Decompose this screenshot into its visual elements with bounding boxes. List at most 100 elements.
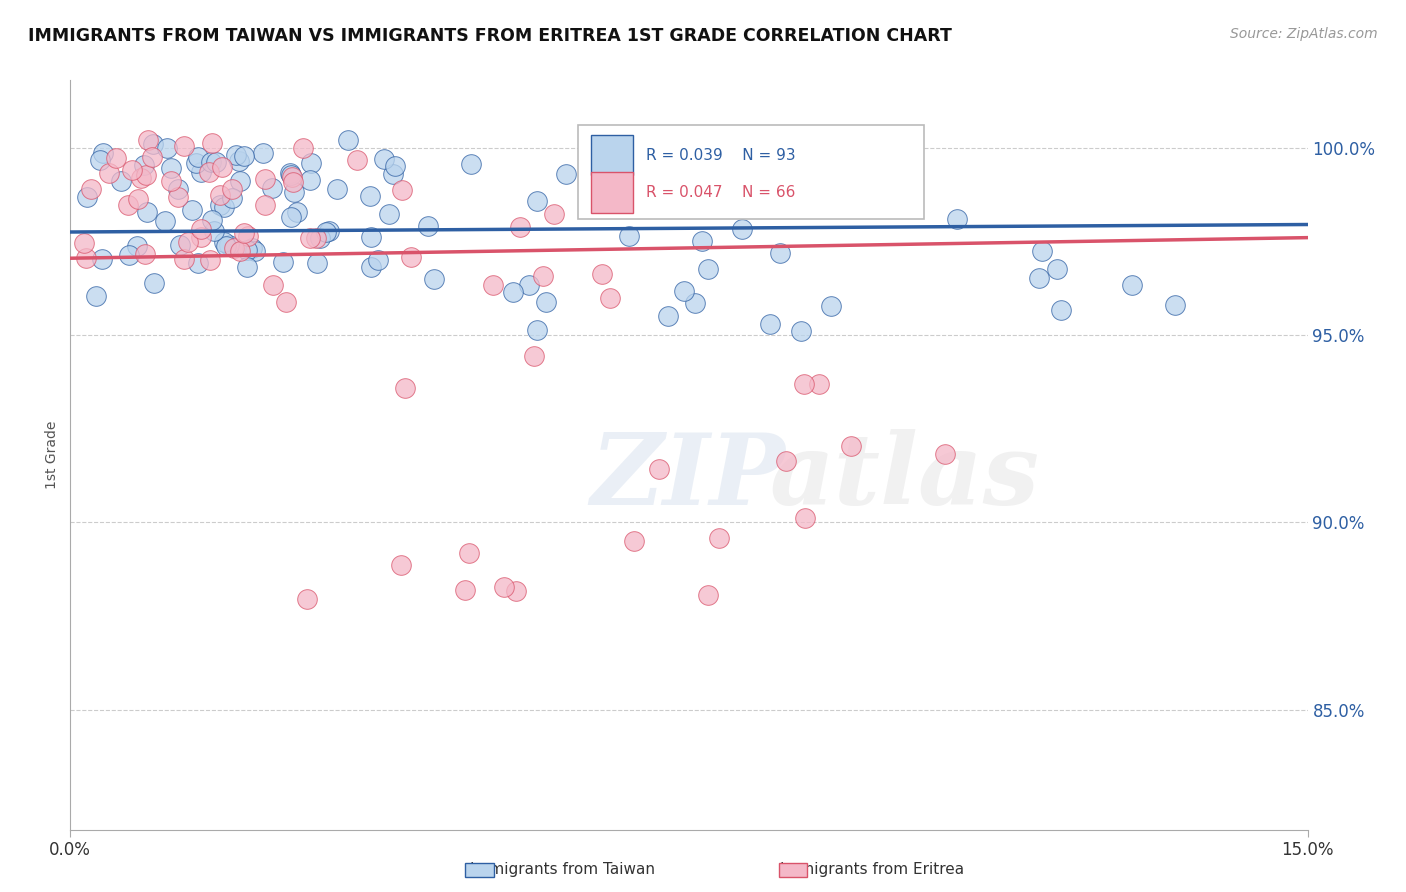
Point	[523, 349, 546, 363]
Text: Immigrants from Eritrea: Immigrants from Eritrea	[780, 863, 963, 877]
Point	[204, 154, 226, 169]
Point	[76, 189, 98, 203]
Point	[181, 202, 204, 217]
Point	[90, 252, 112, 266]
Point	[517, 277, 540, 292]
Point	[222, 241, 245, 255]
Point	[260, 181, 283, 195]
Point	[1031, 244, 1053, 258]
Point	[623, 534, 645, 549]
Point	[505, 584, 527, 599]
Point	[187, 256, 209, 270]
Point	[127, 193, 149, 207]
Point	[285, 204, 308, 219]
Point	[190, 165, 212, 179]
Point	[360, 260, 382, 274]
Point	[73, 235, 96, 250]
Point	[326, 182, 349, 196]
Point	[346, 153, 368, 167]
Point	[142, 276, 165, 290]
Point	[509, 220, 531, 235]
Point	[190, 230, 212, 244]
Point	[173, 252, 195, 266]
Point	[212, 235, 235, 249]
FancyBboxPatch shape	[578, 125, 924, 219]
Point	[271, 254, 294, 268]
Point	[533, 268, 555, 283]
Point	[555, 167, 578, 181]
Point	[200, 154, 222, 169]
Point	[118, 248, 141, 262]
Point	[236, 228, 259, 243]
Point	[229, 174, 252, 188]
Point	[337, 133, 360, 147]
Point	[299, 231, 322, 245]
Point	[453, 582, 475, 597]
Point	[135, 168, 157, 182]
Point	[423, 272, 446, 286]
Point	[254, 197, 277, 211]
Point	[934, 447, 956, 461]
Point	[492, 580, 515, 594]
Point	[134, 247, 156, 261]
Point	[731, 222, 754, 236]
Point	[1028, 271, 1050, 285]
Point	[391, 183, 413, 197]
Point	[198, 165, 221, 179]
Point	[117, 198, 139, 212]
Point	[201, 213, 224, 227]
Point	[458, 546, 481, 560]
Point	[820, 300, 842, 314]
Point	[262, 278, 284, 293]
Point	[599, 292, 621, 306]
Point	[367, 253, 389, 268]
Point	[75, 251, 97, 265]
Point	[526, 194, 548, 208]
Point	[80, 182, 103, 196]
Point	[697, 261, 720, 276]
Point	[775, 454, 797, 468]
Point	[129, 171, 152, 186]
Point	[808, 377, 831, 392]
Point	[685, 296, 707, 310]
Point	[790, 324, 813, 338]
Point	[177, 235, 200, 249]
Point	[299, 156, 322, 170]
Point	[252, 145, 274, 160]
Point	[233, 226, 256, 240]
Point	[298, 173, 321, 187]
Point	[134, 158, 156, 172]
Point	[125, 239, 148, 253]
Point	[229, 244, 252, 258]
Point	[84, 288, 107, 302]
Point	[526, 323, 548, 337]
Point	[291, 141, 314, 155]
Point	[167, 182, 190, 196]
Point	[173, 139, 195, 153]
Point	[1049, 302, 1071, 317]
Point	[793, 376, 815, 391]
Point	[281, 175, 304, 189]
Point	[215, 238, 238, 252]
Point	[204, 224, 226, 238]
Point	[304, 230, 326, 244]
Point	[315, 225, 337, 239]
Point	[384, 159, 406, 173]
Point	[696, 589, 718, 603]
Point	[534, 294, 557, 309]
Point	[1046, 262, 1069, 277]
Point	[382, 167, 405, 181]
Point	[228, 154, 250, 169]
Point	[121, 163, 143, 178]
Text: Source: ZipAtlas.com: Source: ZipAtlas.com	[1230, 27, 1378, 41]
Point	[218, 238, 240, 252]
Point	[166, 189, 188, 203]
Point	[212, 200, 235, 214]
Point	[648, 461, 671, 475]
FancyBboxPatch shape	[591, 172, 633, 213]
Point	[211, 160, 233, 174]
Point	[236, 244, 259, 258]
Point	[225, 148, 247, 162]
Point	[946, 212, 969, 227]
Point	[208, 198, 231, 212]
